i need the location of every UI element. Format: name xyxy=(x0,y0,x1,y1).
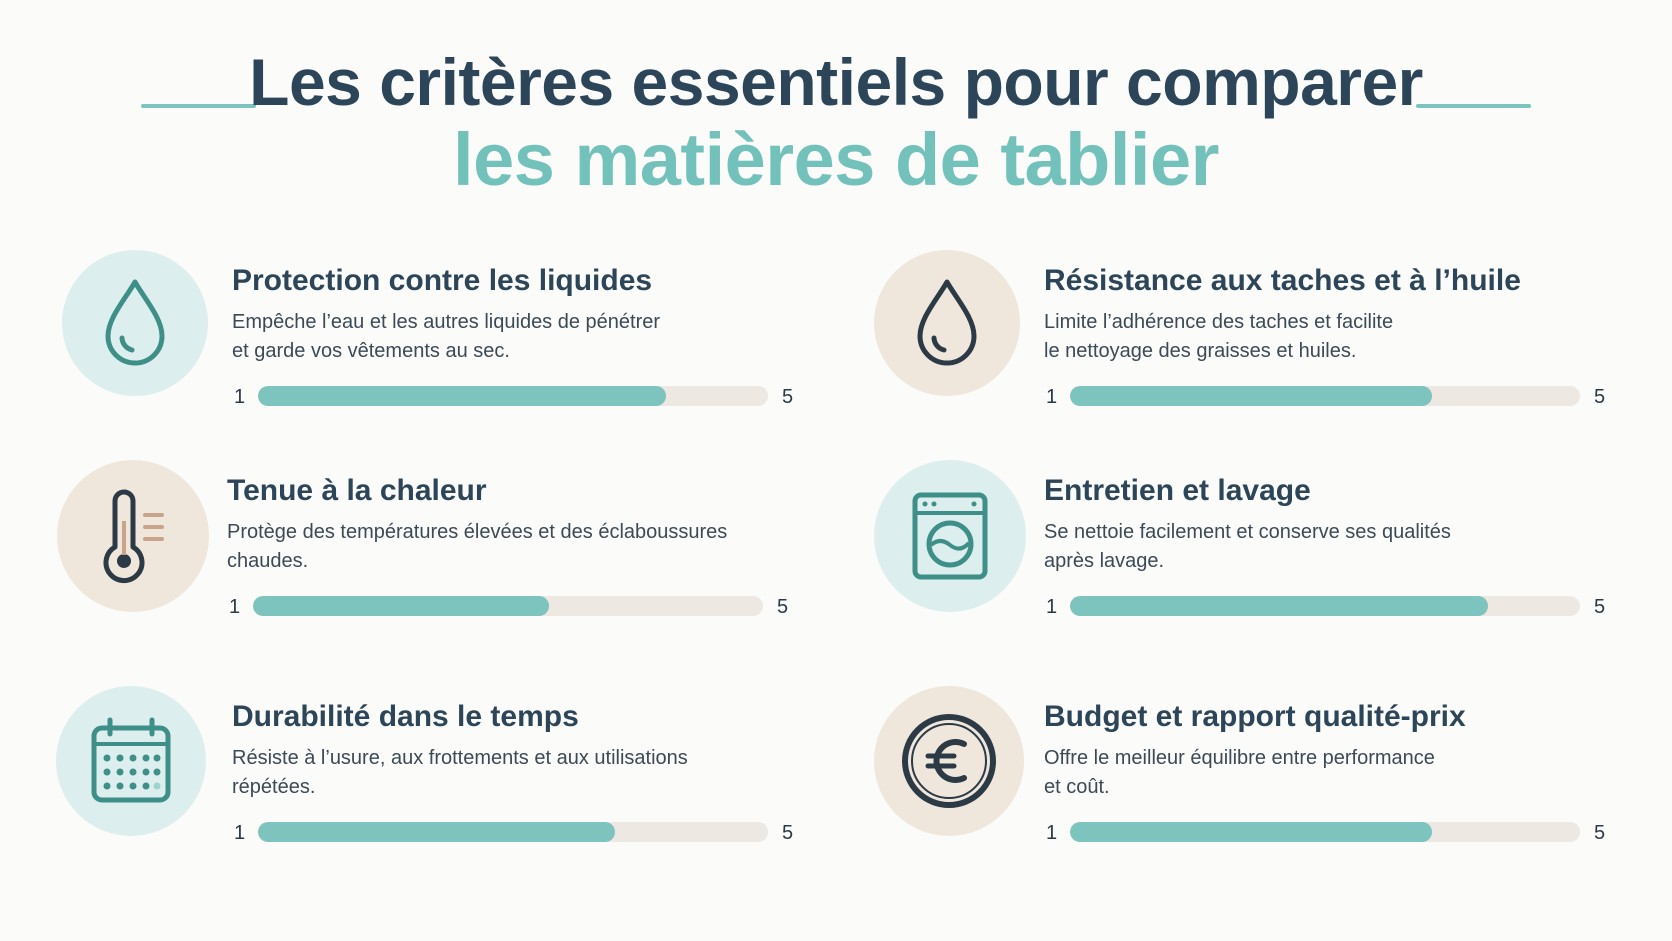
rating-bar xyxy=(1070,386,1580,406)
scale-max-label: 5 xyxy=(782,386,794,408)
rating-bar xyxy=(1070,822,1580,842)
criterion-description-line: Se nettoie facilement et conserve ses qu… xyxy=(1044,521,1451,543)
criterion-title: Durabilité dans le temps xyxy=(232,700,579,733)
rating-bar xyxy=(258,386,768,406)
rating-bar-fill xyxy=(1070,386,1433,406)
criterion-title: Protection contre les liquides xyxy=(232,264,653,297)
thermometer-icon xyxy=(103,489,164,584)
icon-circle xyxy=(874,686,1024,836)
criterion-description-line: et garde vos vêtements au sec. xyxy=(232,340,510,362)
criterion-card-budget: Budget et rapport qualité-prix Offre le … xyxy=(874,686,1634,856)
criterion-description-line: le nettoyage des graisses et huiles. xyxy=(1044,340,1357,362)
scale-max-label: 5 xyxy=(1594,386,1606,408)
criterion-description-line: Empêche l’eau et les autres liquides de … xyxy=(232,311,661,333)
criterion-description-line: Offre le meilleur équilibre entre perfor… xyxy=(1044,747,1435,769)
page-subtitle: les matières de tablier xyxy=(453,118,1219,201)
criterion-description-line: après lavage. xyxy=(1044,550,1165,572)
criterion-description: Protège des températures élevées et des … xyxy=(227,518,747,576)
criterion-description-line: et coût. xyxy=(1044,776,1110,798)
criterion-title: Tenue à la chaleur xyxy=(227,474,487,507)
criterion-title: Résistance aux taches et à l’huile xyxy=(1044,264,1521,297)
criterion-description: Résiste à l’usure, aux frottements et au… xyxy=(232,744,752,802)
icon-circle xyxy=(874,460,1026,612)
scale-max-label: 5 xyxy=(1594,596,1606,618)
icon-circle xyxy=(874,250,1020,396)
scale-min-label: 1 xyxy=(1046,386,1058,408)
scale-min-label: 1 xyxy=(229,596,241,618)
criterion-title: Entretien et lavage xyxy=(1044,474,1311,507)
scale-min-label: 1 xyxy=(234,386,246,408)
decorative-line-left xyxy=(141,104,256,108)
rating-bar-fill xyxy=(1070,822,1433,842)
criterion-card-maintenance: Entretien et lavage Se nettoie facilemen… xyxy=(874,460,1634,630)
criterion-description: Limite l’adhérence des taches et facilit… xyxy=(1044,308,1564,366)
criterion-card-stain-resistance: Résistance aux taches et à l’huile Limit… xyxy=(874,250,1634,420)
criterion-description-line: Protège des températures élevées et des … xyxy=(227,521,728,543)
rating-bar-fill xyxy=(253,596,549,616)
scale-max-label: 5 xyxy=(777,596,789,618)
rating-bar xyxy=(1070,596,1580,616)
criterion-card-liquid-protection: Protection contre les liquides Empêche l… xyxy=(62,250,822,420)
icon-circle xyxy=(57,460,209,612)
rating-bar-fill xyxy=(258,822,615,842)
droplet-icon xyxy=(917,279,977,366)
criterion-description: Offre le meilleur équilibre entre perfor… xyxy=(1044,744,1564,802)
criterion-description: Empêche l’eau et les autres liquides de … xyxy=(232,308,752,366)
scale-min-label: 1 xyxy=(234,822,246,844)
icon-circle xyxy=(56,686,206,836)
icon-circle xyxy=(62,250,208,396)
criterion-card-durability: Durabilité dans le temps Résiste à l’usu… xyxy=(56,686,816,856)
page-title: Les critères essentiels pour comparer xyxy=(249,45,1423,119)
washing-machine-icon xyxy=(912,492,988,580)
decorative-line-right xyxy=(1416,104,1531,108)
criterion-card-heat-resistance: Tenue à la chaleur Protège des températu… xyxy=(57,460,817,630)
criterion-description-line: Limite l’adhérence des taches et facilit… xyxy=(1044,311,1394,333)
criterion-description-line: chaudes. xyxy=(227,550,309,572)
criterion-description-line: répétées. xyxy=(232,776,316,798)
rating-bar-fill xyxy=(258,386,666,406)
scale-max-label: 5 xyxy=(782,822,794,844)
calendar-icon xyxy=(91,717,171,803)
criterion-title: Budget et rapport qualité-prix xyxy=(1044,700,1466,733)
scale-min-label: 1 xyxy=(1046,596,1058,618)
rating-bar-fill xyxy=(1070,596,1489,616)
rating-bar xyxy=(258,822,768,842)
scale-min-label: 1 xyxy=(1046,822,1058,844)
rating-bar xyxy=(253,596,763,616)
euro-icon xyxy=(902,714,996,808)
droplet-icon xyxy=(105,279,165,366)
scale-max-label: 5 xyxy=(1594,822,1606,844)
criterion-description-line: Résiste à l’usure, aux frottements et au… xyxy=(232,747,688,769)
criterion-description: Se nettoie facilement et conserve ses qu… xyxy=(1044,518,1564,576)
